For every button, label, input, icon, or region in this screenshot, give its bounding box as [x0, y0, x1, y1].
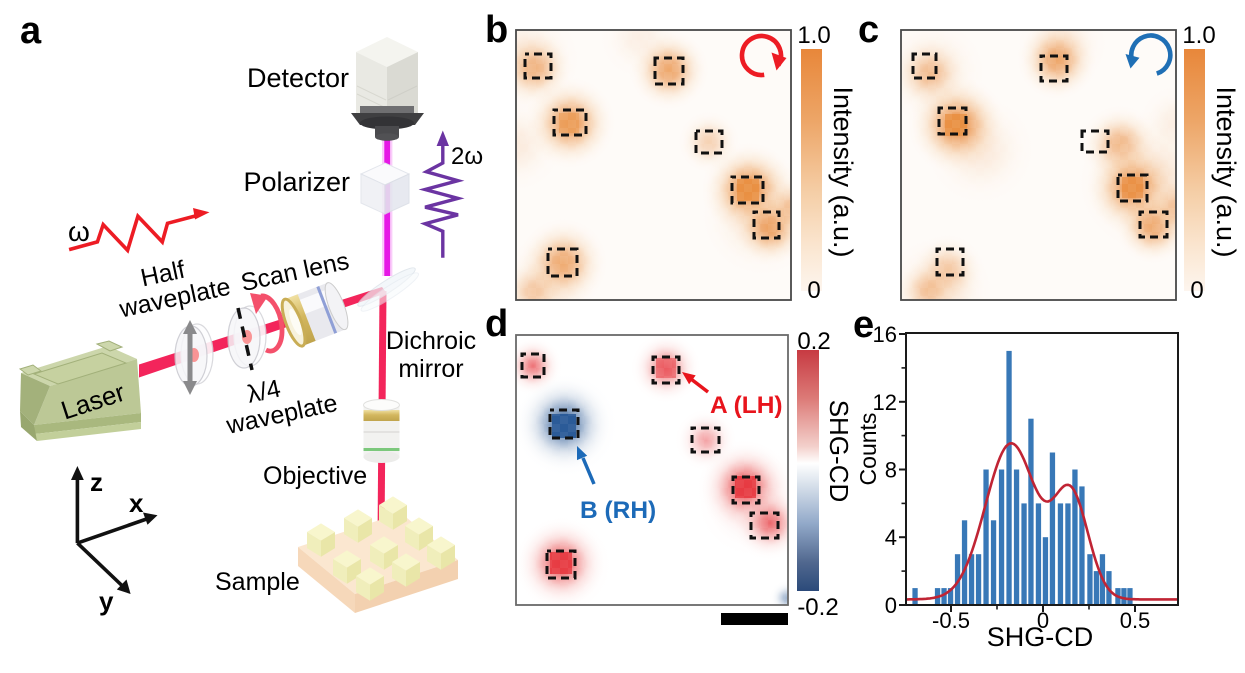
svg-text:b: b	[485, 9, 508, 51]
svg-text:d: d	[485, 303, 508, 345]
svg-text:Counts: Counts	[855, 413, 881, 486]
svg-text:e: e	[853, 304, 874, 346]
svg-text:Objective: Objective	[263, 462, 367, 490]
svg-text:-0.2: -0.2	[797, 594, 838, 621]
svg-text:1.0: 1.0	[1182, 22, 1215, 49]
svg-text:Sample: Sample	[215, 568, 300, 596]
svg-text:12: 12	[873, 390, 897, 415]
svg-text:Intensity (a.u.): Intensity (a.u.)	[1211, 86, 1241, 257]
svg-text:0: 0	[885, 593, 897, 618]
svg-text:mirror: mirror	[398, 355, 463, 383]
svg-text:1.0: 1.0	[797, 22, 830, 49]
svg-text:0.5: 0.5	[1120, 608, 1151, 633]
svg-text:8: 8	[885, 458, 897, 483]
svg-text:4: 4	[885, 525, 897, 550]
svg-text:Detector: Detector	[247, 63, 349, 93]
svg-text:z: z	[90, 467, 103, 497]
svg-text:y: y	[99, 586, 114, 616]
svg-text:2ω: 2ω	[451, 143, 483, 170]
svg-text:a: a	[20, 10, 42, 52]
svg-text:-0.5: -0.5	[932, 608, 970, 633]
svg-text:Intensity (a.u.): Intensity (a.u.)	[828, 86, 858, 257]
svg-text:c: c	[858, 9, 879, 51]
svg-text:SHG-CD: SHG-CD	[824, 400, 854, 503]
svg-text:λ/4: λ/4	[245, 374, 284, 408]
svg-text:x: x	[129, 488, 144, 518]
svg-text:Polarizer: Polarizer	[243, 167, 350, 197]
svg-text:0: 0	[807, 277, 820, 304]
svg-text:SHG-CD: SHG-CD	[987, 622, 1094, 652]
svg-text:0: 0	[1190, 277, 1203, 304]
svg-text:Dichroic: Dichroic	[386, 327, 476, 355]
svg-text:0.2: 0.2	[797, 328, 830, 355]
svg-text:ω: ω	[68, 216, 90, 247]
svg-text:0: 0	[1037, 608, 1049, 633]
svg-text:A (LH): A (LH)	[710, 392, 783, 419]
svg-text:B (RH): B (RH)	[580, 497, 656, 524]
svg-text:16: 16	[873, 322, 897, 347]
